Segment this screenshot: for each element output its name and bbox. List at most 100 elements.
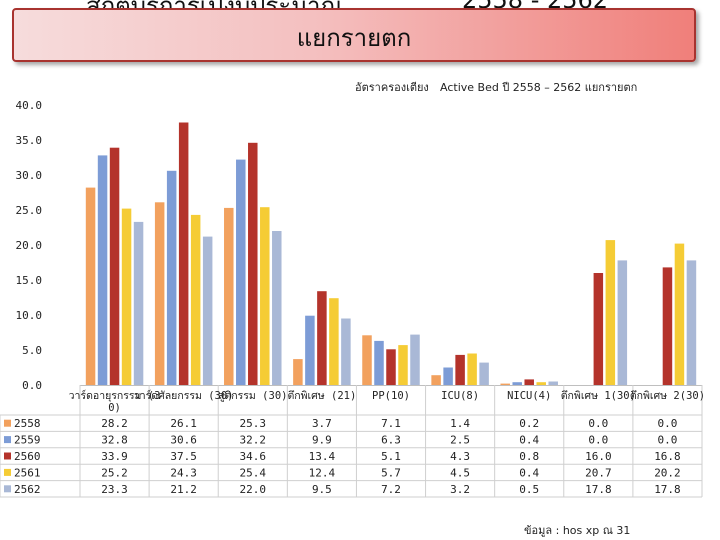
- data-label: 0.4: [519, 466, 539, 479]
- data-label: 0.2: [519, 417, 539, 430]
- data-label: 3.7: [312, 417, 332, 430]
- data-label: 2.5: [450, 434, 470, 447]
- bar-2562-4: [410, 334, 420, 385]
- bar-2561-2: [260, 207, 270, 385]
- data-label: 23.3: [101, 483, 128, 496]
- legend-label: 2559: [14, 434, 41, 447]
- bar-2562-7: [617, 260, 628, 385]
- data-label: 5.7: [381, 466, 401, 479]
- data-label: 9.5: [312, 483, 332, 496]
- data-label: 32.8: [101, 434, 128, 447]
- bar-2559-1: [166, 170, 177, 385]
- bar-2560-4: [386, 349, 396, 385]
- bar-2560-1: [178, 122, 189, 385]
- chart-subtitle-left: อัตราครองเตียง: [355, 81, 429, 94]
- top-title-right: 2558 - 2562: [462, 0, 608, 10]
- data-label: 25.4: [240, 466, 267, 479]
- data-label: 0.5: [519, 483, 539, 496]
- data-label: 28.2: [101, 417, 128, 430]
- data-label: 22.0: [240, 483, 267, 496]
- y-tick-label: 10.0: [16, 309, 43, 322]
- y-tick-label: 40.0: [16, 99, 43, 112]
- data-label: 3.2: [450, 483, 470, 496]
- bar-2562-0: [133, 221, 144, 385]
- bar-2561-7: [605, 240, 616, 385]
- bar-2561-0: [121, 208, 132, 385]
- bar-2561-8: [674, 243, 685, 385]
- bar-2560-2: [248, 142, 258, 385]
- bar-2560-5: [455, 354, 465, 385]
- data-label: 16.8: [654, 450, 681, 463]
- bar-2558-0: [85, 187, 96, 385]
- bed-occupancy-chart: 0.0 5.0 10.0 15.0 20.0 25.0 30.0 35.0 40.0 วาร์ดอ…: [0, 99, 705, 498]
- bar-2562-6: [548, 381, 558, 385]
- data-label: 17.8: [654, 483, 681, 496]
- y-tick-label: 15.0: [16, 274, 43, 287]
- data-label: 16.0: [585, 450, 612, 463]
- bar-2561-5: [467, 353, 477, 385]
- bar-2562-3: [341, 318, 351, 385]
- data-label: 0.0: [658, 417, 678, 430]
- bar-2559-4: [374, 340, 384, 385]
- bar-2559-2: [236, 159, 246, 385]
- bar-2558-1: [154, 202, 165, 385]
- legend-swatch-2560: [4, 452, 11, 460]
- top-title-line: สถิติบริการเป้งบประมาณ 2558 - 2562: [0, 0, 720, 10]
- data-label: 13.4: [309, 450, 336, 463]
- category-label: ตึกพิเศษ 1(30): [561, 390, 636, 402]
- data-label: 4.3: [450, 450, 470, 463]
- chart-subtitle-right: Active Bed ปี 2558 – 2562 แยกรายตก: [440, 81, 638, 94]
- data-label: 25.3: [240, 417, 267, 430]
- data-label: 6.3: [381, 434, 401, 447]
- data-label: 1.4: [450, 417, 470, 430]
- bar-2559-5: [443, 367, 453, 385]
- category-label: ตึกพิเศษ 2(30): [630, 390, 705, 402]
- category-label: สูติกรรม (30): [218, 390, 287, 402]
- bar-2561-3: [329, 298, 339, 385]
- legend-swatch-2559: [4, 436, 11, 444]
- legend-swatch-2562: [4, 485, 11, 493]
- y-tick-label: 20.0: [16, 239, 43, 252]
- y-tick-label: 0.0: [22, 379, 42, 392]
- data-label: 34.6: [240, 450, 267, 463]
- bar-2560-7: [593, 273, 604, 385]
- data-label: 37.5: [170, 450, 197, 463]
- category-label: 0): [108, 402, 121, 414]
- data-label: 33.9: [101, 450, 128, 463]
- bar-2559-6: [512, 382, 522, 385]
- y-tick-label: 5.0: [22, 344, 42, 357]
- data-label: 7.1: [381, 417, 401, 430]
- bar-2558-5: [431, 375, 441, 385]
- bar-2561-6: [536, 382, 546, 385]
- data-label: 20.2: [654, 466, 681, 479]
- bar-2562-1: [202, 236, 213, 385]
- data-label: 21.2: [170, 483, 197, 496]
- legend-label: 2561: [14, 466, 41, 479]
- legend-label: 2562: [14, 483, 41, 496]
- data-label: 20.7: [585, 466, 612, 479]
- data-label: 26.1: [170, 417, 197, 430]
- source-note: ข้อมูล : hos xp ณ 31: [524, 524, 631, 537]
- data-label: 32.2: [240, 434, 267, 447]
- y-tick-label: 25.0: [16, 204, 43, 217]
- category-label: ICU(8): [441, 390, 479, 402]
- y-tick-label: 35.0: [16, 134, 43, 147]
- bar-2561-4: [398, 345, 408, 385]
- data-label: 24.3: [170, 466, 197, 479]
- bar-2559-0: [97, 155, 108, 385]
- bar-2560-3: [317, 291, 327, 385]
- data-label: 7.2: [381, 483, 401, 496]
- data-label: 5.1: [381, 450, 401, 463]
- category-label: วาร์ดศัลยกรรม (30): [134, 389, 234, 402]
- data-label: 0.0: [658, 434, 678, 447]
- bar-2561-1: [190, 214, 201, 385]
- category-label: NICU(4): [507, 390, 551, 402]
- bar-2560-8: [662, 267, 673, 385]
- y-tick-label: 30.0: [16, 169, 43, 182]
- data-label: 30.6: [170, 434, 197, 447]
- legend-label: 2558: [14, 417, 41, 430]
- legend-label: 2560: [14, 450, 41, 463]
- bar-2558-3: [293, 359, 303, 385]
- data-label: 9.9: [312, 434, 332, 447]
- data-label: 12.4: [309, 466, 336, 479]
